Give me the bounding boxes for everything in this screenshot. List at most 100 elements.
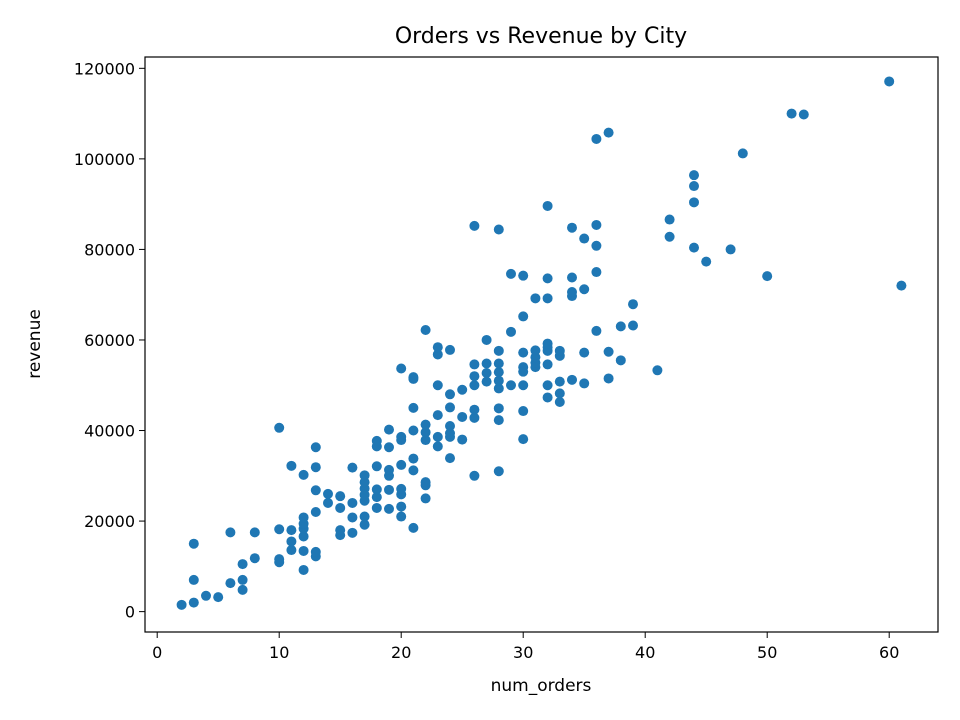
data-point <box>457 411 468 422</box>
data-point <box>420 493 431 504</box>
data-point <box>420 435 431 446</box>
data-point <box>310 507 321 518</box>
data-point <box>408 372 419 383</box>
data-point <box>347 512 358 523</box>
data-point <box>298 531 309 542</box>
data-point <box>359 511 370 522</box>
data-point <box>591 267 602 278</box>
data-point <box>384 484 394 495</box>
data-point <box>371 484 382 495</box>
data-point <box>506 326 516 337</box>
data-point <box>615 321 626 332</box>
data-point <box>737 148 748 159</box>
data-point <box>628 299 638 310</box>
data-point <box>432 342 443 353</box>
data-point <box>664 214 675 225</box>
y-tick-label: 100000 <box>74 150 135 169</box>
data-point <box>298 469 309 480</box>
data-point <box>603 373 614 384</box>
x-axis-label: num_orders <box>491 676 592 696</box>
data-point <box>298 564 309 575</box>
data-point <box>335 525 346 536</box>
data-point <box>396 501 407 512</box>
data-point <box>518 347 529 358</box>
data-point <box>201 590 211 601</box>
data-point <box>701 256 712 267</box>
data-point <box>542 293 553 304</box>
data-point <box>310 442 321 453</box>
data-point <box>493 367 504 378</box>
x-tick-label: 20 <box>391 643 411 662</box>
data-point <box>371 435 382 446</box>
data-point <box>554 376 565 387</box>
data-point <box>432 431 443 442</box>
data-point <box>567 374 577 385</box>
data-point <box>445 428 455 439</box>
data-point <box>420 419 431 430</box>
data-point <box>347 497 358 508</box>
data-point <box>445 389 455 400</box>
data-point <box>408 453 419 464</box>
data-point <box>518 362 529 373</box>
data-point <box>469 412 480 423</box>
data-point <box>347 462 358 473</box>
data-point <box>237 584 248 595</box>
data-point <box>298 545 309 556</box>
data-point <box>664 231 675 242</box>
data-point <box>481 368 492 379</box>
y-tick-label: 0 <box>125 603 135 622</box>
data-point <box>603 346 614 357</box>
x-tick-label: 50 <box>757 643 777 662</box>
data-point <box>481 334 492 345</box>
data-point <box>445 453 455 464</box>
data-point <box>579 378 590 389</box>
data-point <box>469 380 480 391</box>
data-point <box>457 384 468 395</box>
plot-frame <box>144 56 939 633</box>
data-point <box>310 485 321 496</box>
data-point <box>591 219 602 230</box>
data-point <box>445 420 455 431</box>
data-point <box>310 546 321 557</box>
data-point <box>518 406 529 417</box>
data-point <box>420 325 431 336</box>
data-point <box>518 270 529 281</box>
data-point <box>493 375 504 386</box>
data-point <box>225 578 236 589</box>
y-tick-label: 20000 <box>84 512 135 531</box>
data-point <box>188 597 199 608</box>
data-point <box>396 483 407 494</box>
data-point <box>457 434 468 445</box>
data-point <box>554 345 565 356</box>
data-point <box>396 511 407 522</box>
data-point <box>469 404 480 415</box>
data-point <box>689 197 699 208</box>
data-point <box>506 268 516 279</box>
y-axis: 0 20000 40000 60000 80000 100000 120000 <box>74 59 145 622</box>
data-point <box>286 525 297 536</box>
data-point <box>493 415 504 426</box>
data-point <box>798 109 809 120</box>
data-point <box>286 536 297 547</box>
data-point <box>506 380 516 391</box>
data-point <box>286 545 297 556</box>
data-point <box>225 527 236 538</box>
data-point <box>579 347 590 358</box>
data-point <box>567 286 577 297</box>
data-point <box>481 358 492 369</box>
data-point <box>481 376 492 387</box>
data-point <box>335 502 346 513</box>
data-point <box>432 349 443 360</box>
data-point <box>689 242 699 253</box>
data-point <box>445 344 455 355</box>
data-point <box>542 273 553 284</box>
data-point <box>567 222 577 233</box>
data-point <box>579 284 590 295</box>
data-point <box>310 462 321 473</box>
data-point <box>408 402 419 413</box>
data-point <box>371 502 382 513</box>
data-point <box>591 325 602 336</box>
data-point <box>249 553 260 564</box>
y-tick-label: 120000 <box>74 59 135 78</box>
